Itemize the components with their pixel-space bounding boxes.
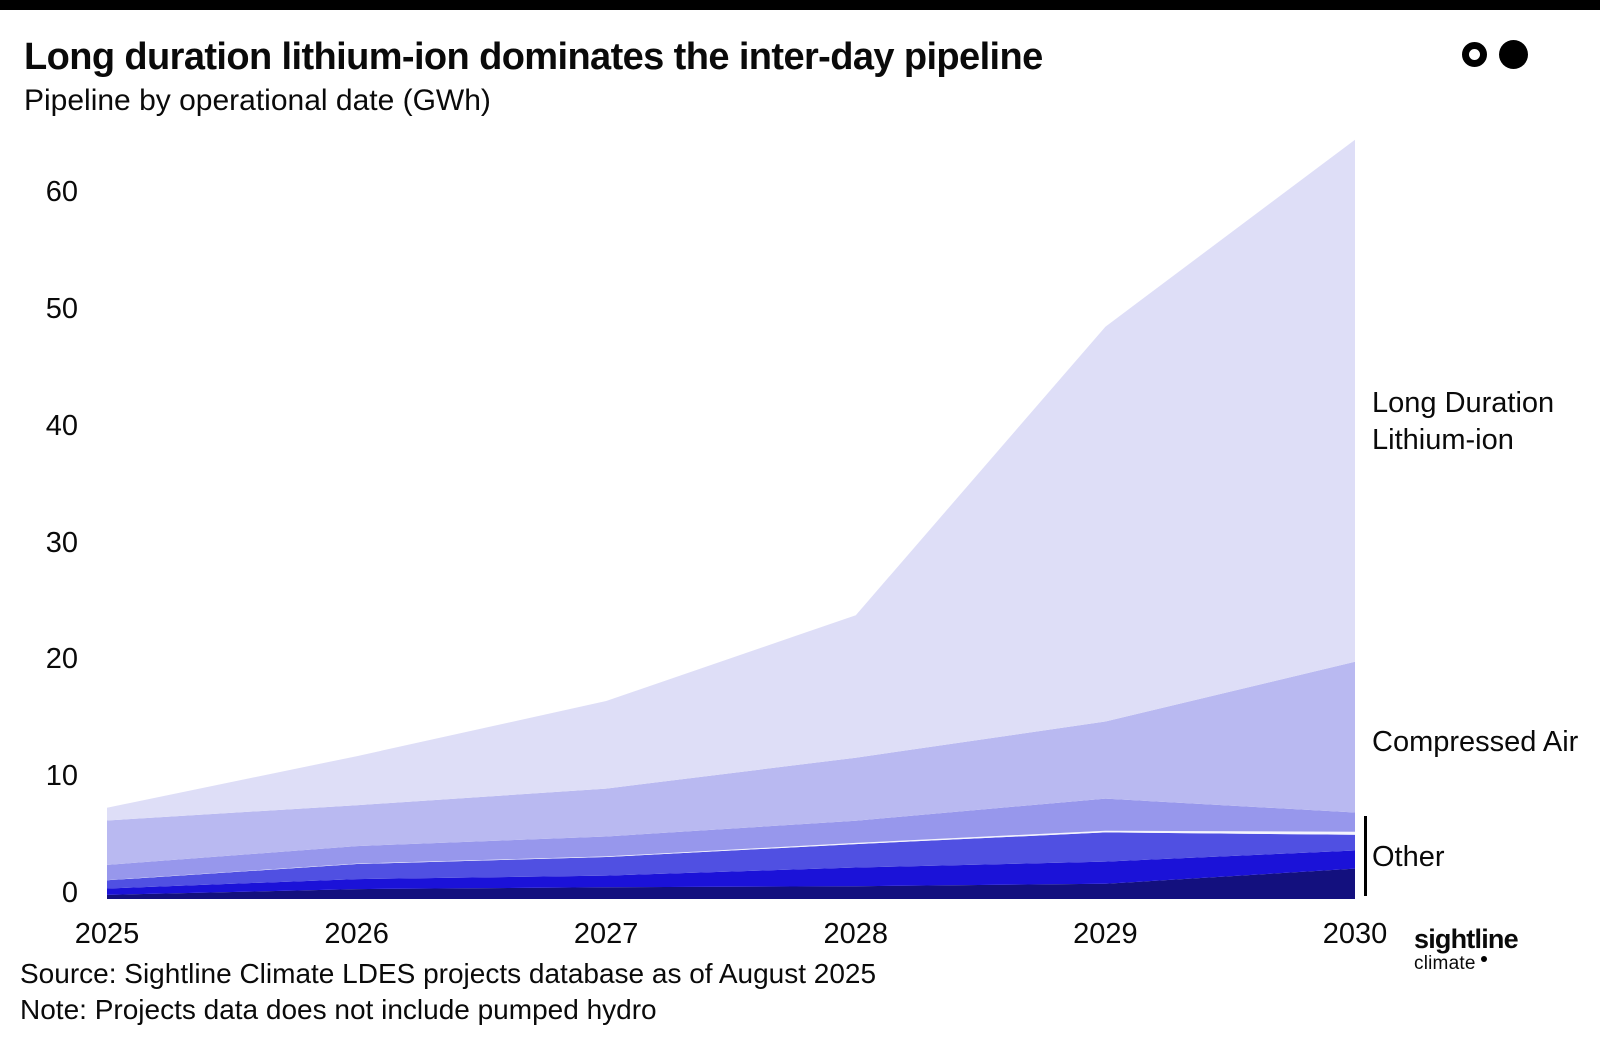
dot-icon bbox=[1499, 40, 1528, 69]
label-long-duration-lithium-ion: Long Duration Lithium-ion bbox=[1372, 387, 1555, 456]
y-tick-label: 60 bbox=[45, 176, 78, 209]
other-bracket-line bbox=[1364, 816, 1367, 896]
y-tick-label: 40 bbox=[45, 409, 78, 442]
page-subtitle: Pipeline by operational date (GWh) bbox=[24, 84, 491, 117]
y-tick-label: 20 bbox=[45, 643, 78, 676]
sightline-climate-logo: sightline climate bbox=[1414, 924, 1564, 974]
logo-dot-icon bbox=[1480, 956, 1487, 962]
x-tick-label: 2026 bbox=[324, 918, 389, 950]
note-text: Note: Projects data does not include pum… bbox=[20, 994, 657, 1025]
y-tick-label: 10 bbox=[45, 760, 78, 793]
x-tick-label: 2030 bbox=[1322, 918, 1388, 950]
area-compressed-air bbox=[107, 661, 1355, 865]
y-tick-label: 0 bbox=[61, 877, 78, 909]
logo-primary-text: sightline bbox=[1414, 924, 1519, 954]
label-compressed-air: Compressed Air bbox=[1372, 726, 1579, 758]
source-text: Source: Sightline Climate LDES projects … bbox=[20, 958, 877, 989]
area-other-blue-violet bbox=[107, 832, 1355, 889]
x-tick-label: 2025 bbox=[74, 918, 140, 950]
top-accent-bar bbox=[0, 0, 1600, 10]
ring-icon bbox=[1462, 42, 1487, 67]
logo-secondary-text: climate bbox=[1414, 953, 1476, 974]
y-tick-label: 50 bbox=[45, 293, 78, 325]
page-title: Long duration lithium-ion dominates the … bbox=[24, 36, 1043, 78]
x-tick-label: 2029 bbox=[1073, 918, 1138, 950]
area-other-dark-navy bbox=[107, 868, 1355, 899]
x-tick-label: 2028 bbox=[823, 918, 889, 950]
y-tick-label: 30 bbox=[45, 526, 78, 559]
label-other: Other bbox=[1372, 841, 1445, 873]
x-tick-label: 2027 bbox=[573, 918, 639, 950]
area-long-duration-lithium-ion bbox=[107, 139, 1355, 821]
area-other-deep-blue bbox=[107, 850, 1355, 895]
area-other-mid-periwinkle bbox=[107, 798, 1355, 881]
